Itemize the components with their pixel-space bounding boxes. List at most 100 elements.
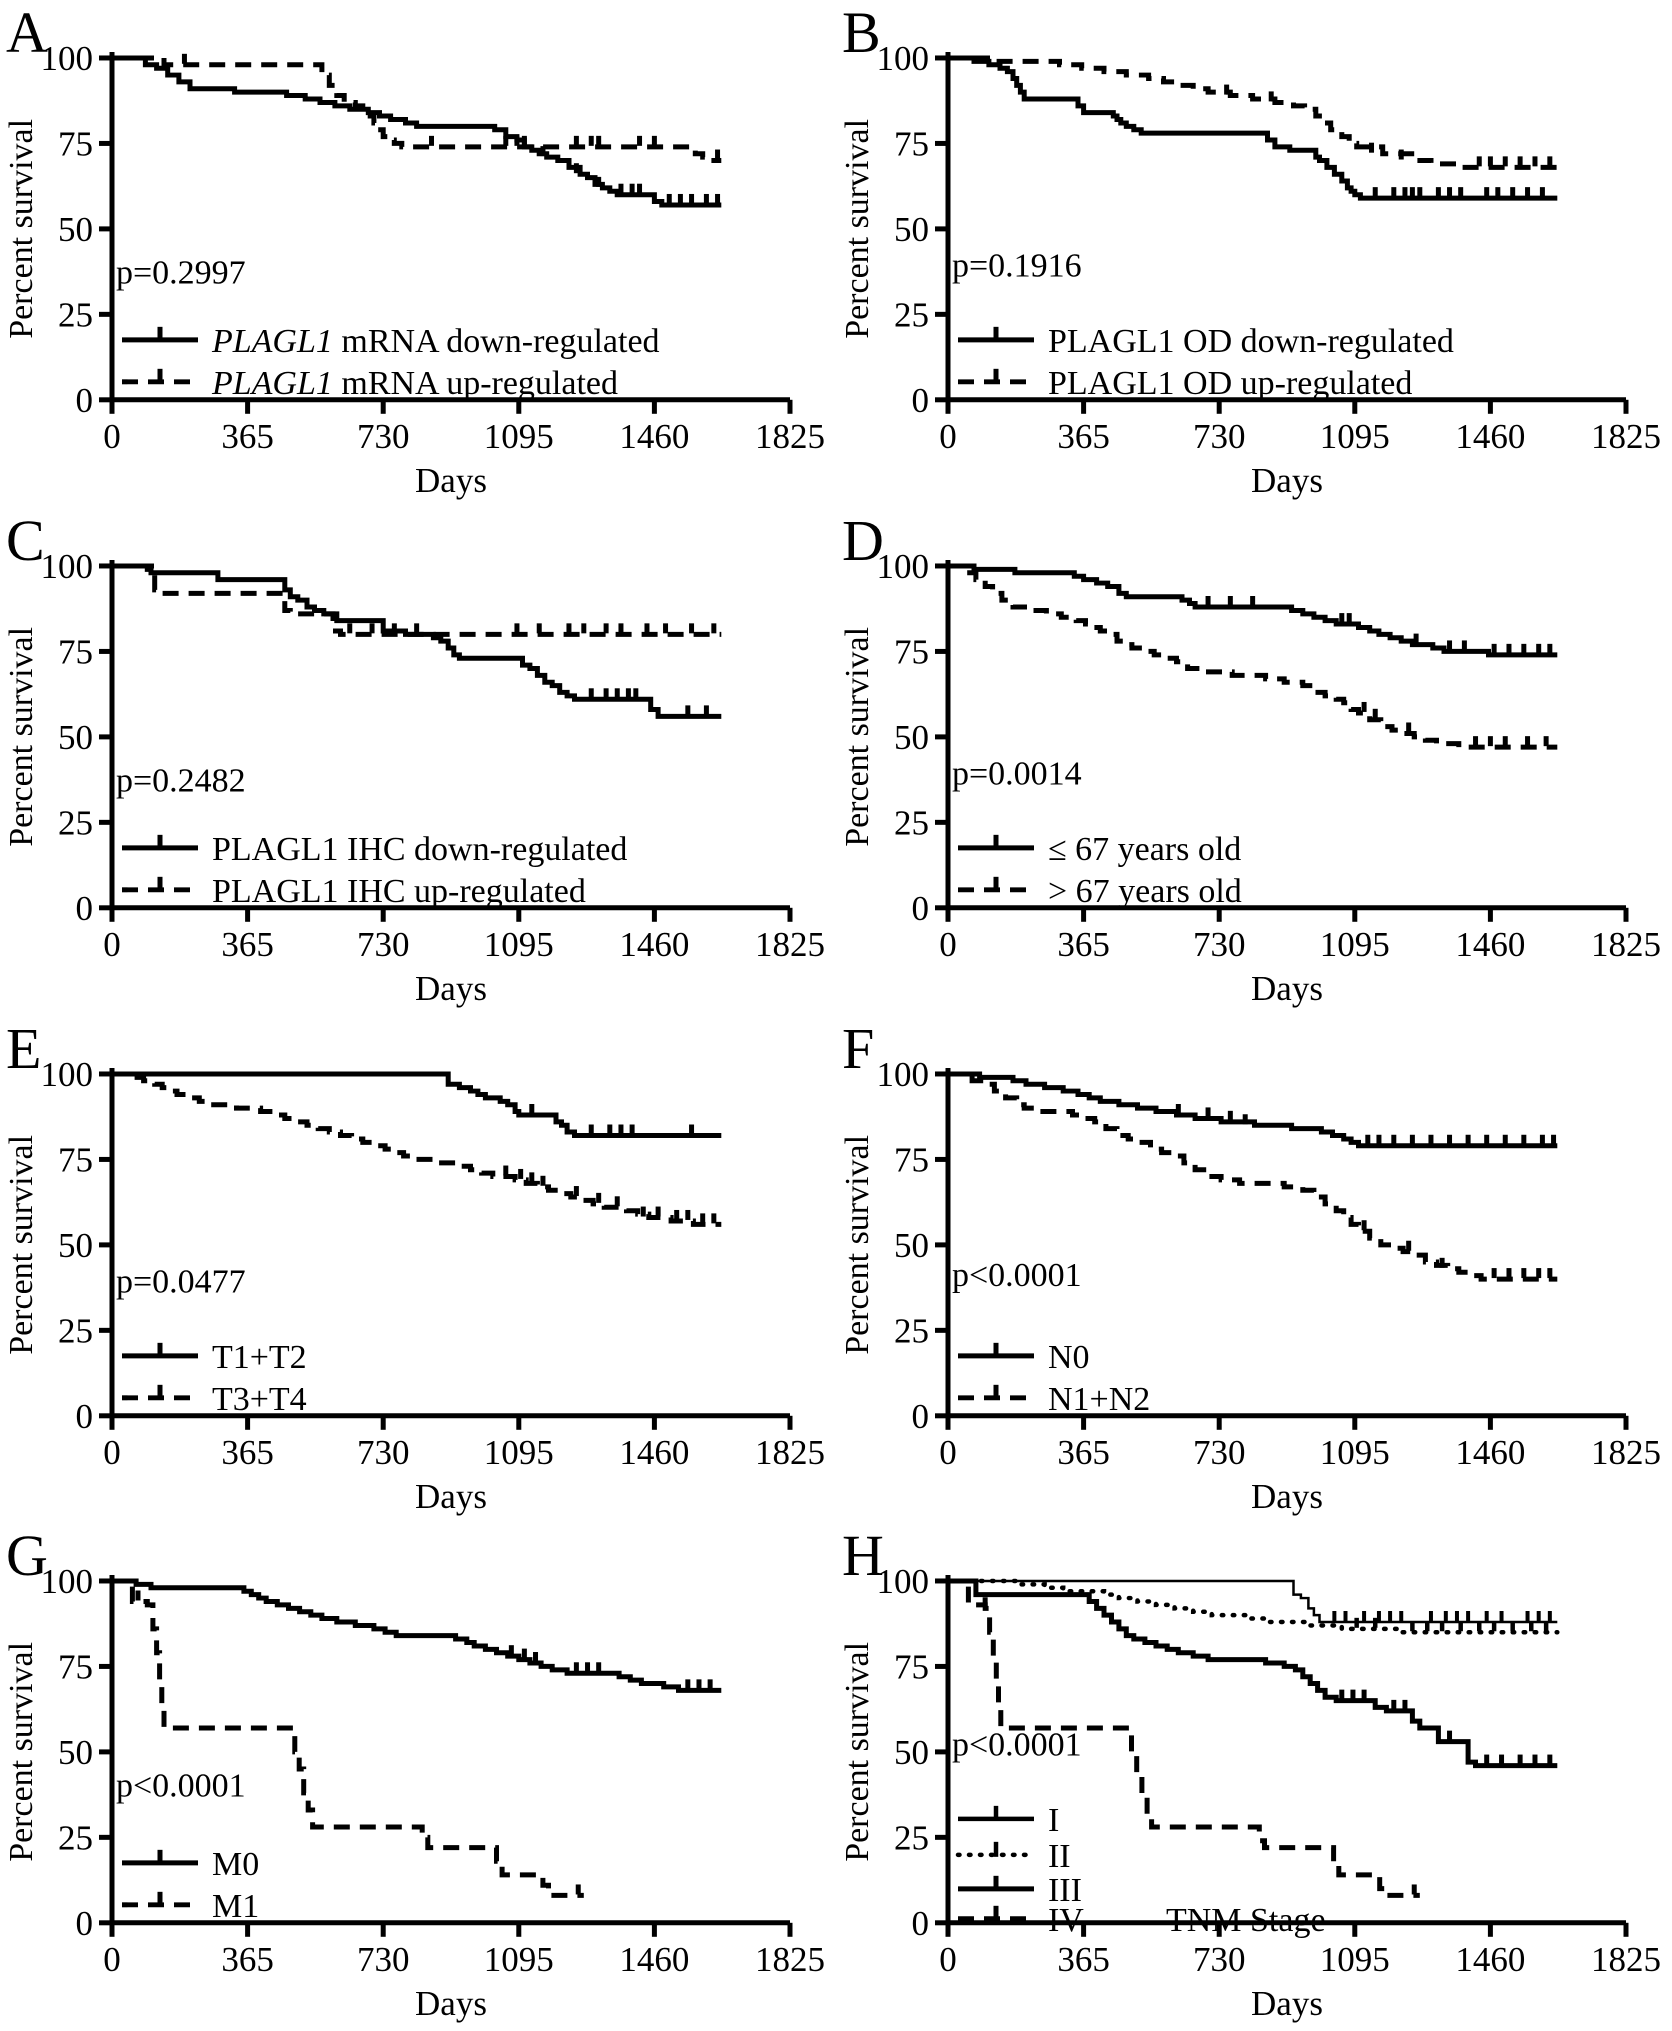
legend-item-c-0: PLAGL1 IHC down-regulated	[122, 831, 627, 868]
y-tick-label: 50	[58, 210, 93, 249]
y-tick-label: 50	[894, 1733, 929, 1772]
survival-plot-f: F Percent survival 0 25 50 75 100 0 365 730 1095 14…	[839, 1016, 1661, 1516]
x-axis-title: Days	[1251, 461, 1323, 500]
p-value-label: p=0.0014	[952, 756, 1082, 793]
y-axis-title: Percent survival	[3, 627, 40, 847]
survival-plot-b: B Percent survival 0 25 50 75 100 0 365 730 1095 14…	[839, 0, 1661, 500]
y-tick-label: 100	[41, 547, 93, 586]
x-tick-label: 1460	[1455, 1432, 1525, 1471]
survival-curve-d-1	[948, 563, 1558, 750]
panel-letter: E	[6, 1016, 41, 1081]
survival-curve-f-1	[948, 1070, 1558, 1282]
y-tick-label: 50	[58, 1225, 93, 1264]
p-value-label: p=0.0477	[116, 1263, 246, 1300]
legend-label: II	[1048, 1838, 1071, 1875]
y-tick-label: 100	[41, 1054, 93, 1093]
y-tick-label: 100	[41, 39, 93, 78]
y-axis-title: Percent survival	[839, 627, 876, 847]
legend-label: N0	[1048, 1338, 1090, 1375]
y-tick-label: 100	[877, 1562, 929, 1601]
survival-plot-h: H Percent survival 0 25 50 75 100 0 365 730 1095 14…	[839, 1523, 1661, 2023]
survival-curve-a-1	[112, 55, 722, 164]
survival-curve-d-0	[948, 563, 1558, 658]
survival-plot-c: C Percent survival 0 25 50 75 100 0 365 730 1095 14…	[3, 508, 825, 1008]
x-tick-label: 1460	[619, 1432, 689, 1471]
y-tick-label: 50	[894, 718, 929, 757]
x-tick-label: 0	[103, 1940, 121, 1979]
y-tick-label: 50	[894, 210, 929, 249]
y-axis-title: Percent survival	[3, 1134, 40, 1354]
x-tick-label: 730	[1193, 925, 1245, 964]
y-tick-label: 50	[58, 718, 93, 757]
y-tick-label: 25	[58, 803, 93, 842]
legend-item-f-1: N1+N2	[958, 1380, 1150, 1417]
legend-item-g-0: M0	[122, 1846, 259, 1883]
survival-curve-h-2	[948, 1578, 1558, 1769]
legend-item-f-0: N0	[958, 1338, 1090, 1375]
legend-label: IV	[1048, 1902, 1084, 1939]
y-tick-label: 0	[75, 889, 93, 928]
x-tick-label: 1825	[1591, 417, 1661, 456]
survival-curve-g-1	[112, 1578, 584, 1899]
y-axis-title: Percent survival	[839, 119, 876, 339]
x-tick-label: 1095	[484, 1432, 554, 1471]
survival-plot-e: E Percent survival 0 25 50 75 100 0 365 730 1095 14…	[3, 1016, 825, 1516]
y-tick-label: 75	[894, 124, 929, 163]
survival-curve-e-0	[112, 1070, 722, 1138]
x-tick-label: 1825	[755, 417, 825, 456]
y-tick-label: 100	[41, 1562, 93, 1601]
x-tick-label: 365	[221, 925, 273, 964]
x-tick-label: 730	[1193, 1940, 1245, 1979]
legend-label: I	[1048, 1802, 1059, 1839]
x-tick-label: 1095	[484, 1940, 554, 1979]
y-tick-label: 75	[894, 1648, 929, 1687]
x-tick-label: 730	[357, 1432, 409, 1471]
x-tick-label: 1825	[755, 1940, 825, 1979]
survival-plot-g: G Percent survival 0 25 50 75 100 0 365 730 1095 14…	[3, 1523, 825, 2023]
survival-panel-c: C Percent survival 0 25 50 75 100 0 365 730 1095 14…	[0, 508, 836, 1016]
x-tick-label: 1460	[1455, 1940, 1525, 1979]
panel-letter: A	[6, 0, 48, 65]
y-tick-label: 0	[75, 1904, 93, 1943]
x-tick-label: 1095	[1320, 925, 1390, 964]
x-axis-title: Days	[1251, 969, 1323, 1008]
x-tick-label: 1095	[484, 417, 554, 456]
x-tick-label: 365	[1057, 925, 1109, 964]
x-tick-label: 365	[221, 417, 273, 456]
y-axis-title: Percent survival	[839, 1134, 876, 1354]
y-tick-label: 75	[58, 632, 93, 671]
p-value-label: p=0.1916	[952, 248, 1082, 285]
x-tick-label: 730	[357, 417, 409, 456]
survival-curve-f-0	[948, 1070, 1558, 1148]
x-tick-label: 1095	[1320, 1940, 1390, 1979]
x-axis-title: Days	[415, 1476, 487, 1515]
y-tick-label: 0	[75, 1396, 93, 1435]
panel-letter: H	[842, 1523, 884, 1588]
survival-panel-f: F Percent survival 0 25 50 75 100 0 365 730 1095 14…	[836, 1016, 1672, 1524]
legend-item-d-1: > 67 years old	[958, 873, 1242, 910]
x-axis-title: Days	[415, 969, 487, 1008]
y-tick-label: 100	[877, 1054, 929, 1093]
x-tick-label: 1825	[1591, 1432, 1661, 1471]
survival-curve-b-1	[948, 55, 1558, 170]
survival-curve-e-1	[112, 1070, 722, 1227]
survival-panel-h: H Percent survival 0 25 50 75 100 0 365 730 1095 14…	[836, 1523, 1672, 2031]
x-tick-label: 365	[221, 1432, 273, 1471]
legend-label: T3+T4	[212, 1380, 307, 1417]
x-tick-label: 730	[357, 925, 409, 964]
legend-label: PLAGL1 mRNA up-regulated	[211, 365, 618, 402]
p-value-label: p<0.0001	[116, 1768, 246, 1805]
y-tick-label: 0	[911, 1396, 929, 1435]
x-tick-label: 1460	[1455, 417, 1525, 456]
legend-item-a-0: PLAGL1 mRNA down-regulated	[122, 323, 660, 360]
survival-panel-b: B Percent survival 0 25 50 75 100 0 365 730 1095 14…	[836, 0, 1672, 508]
y-tick-label: 75	[58, 1140, 93, 1179]
survival-curve-a-0	[112, 55, 722, 208]
x-tick-label: 0	[939, 1432, 957, 1471]
y-tick-label: 25	[58, 1311, 93, 1350]
y-tick-label: 75	[58, 124, 93, 163]
panel-letter: C	[6, 508, 45, 573]
y-axis-title: Percent survival	[839, 1642, 876, 1862]
x-axis-title: Days	[415, 461, 487, 500]
x-axis-title: Days	[1251, 1476, 1323, 1515]
